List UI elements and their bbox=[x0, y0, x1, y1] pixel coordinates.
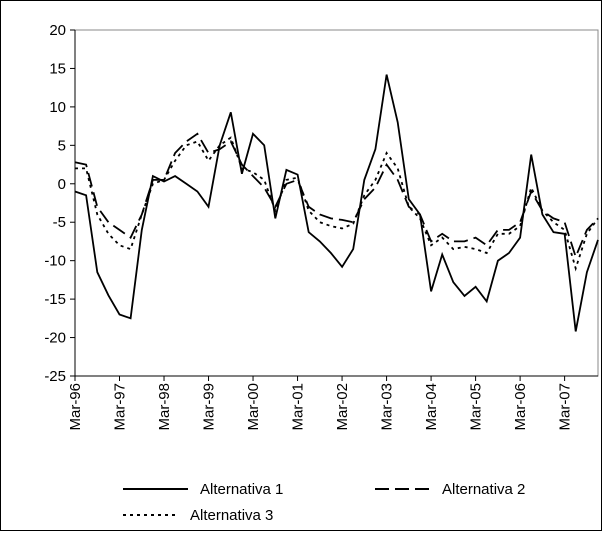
x-tick-label: Mar-05 bbox=[468, 383, 485, 431]
x-tick-label: Mar-97 bbox=[112, 383, 129, 431]
legend-label: Alternativa 2 bbox=[442, 481, 525, 498]
x-tick-label: Mar-98 bbox=[156, 383, 173, 431]
x-tick-label: Mar-99 bbox=[201, 383, 218, 431]
x-tick-label: Mar-96 bbox=[67, 383, 84, 431]
x-tick-label: Mar-02 bbox=[334, 383, 351, 431]
y-tick-label: 10 bbox=[49, 99, 66, 116]
x-tick-label: Mar-00 bbox=[245, 383, 262, 431]
y-tick-label: 20 bbox=[49, 22, 66, 39]
y-tick-label: 5 bbox=[58, 137, 66, 154]
y-tick-label: -10 bbox=[44, 253, 66, 270]
y-tick-label: 0 bbox=[58, 176, 66, 193]
x-tick-label: Mar-04 bbox=[423, 383, 440, 431]
series-line bbox=[74, 132, 599, 260]
x-tick-label: Mar-07 bbox=[557, 383, 574, 431]
legend-label: Alternativa 3 bbox=[190, 507, 273, 524]
series-line bbox=[75, 136, 599, 272]
y-tick-label: 15 bbox=[49, 60, 66, 77]
y-tick-label: -25 bbox=[44, 368, 66, 385]
x-tick-label: Mar-01 bbox=[290, 383, 307, 431]
y-tick-label: -5 bbox=[53, 214, 66, 231]
x-tick-label: Mar-03 bbox=[379, 383, 396, 431]
y-tick-label: -20 bbox=[44, 330, 66, 347]
legend-label: Alternativa 1 bbox=[200, 481, 283, 498]
y-tick-label: -15 bbox=[44, 291, 66, 308]
x-tick-label: Mar-06 bbox=[512, 383, 529, 431]
